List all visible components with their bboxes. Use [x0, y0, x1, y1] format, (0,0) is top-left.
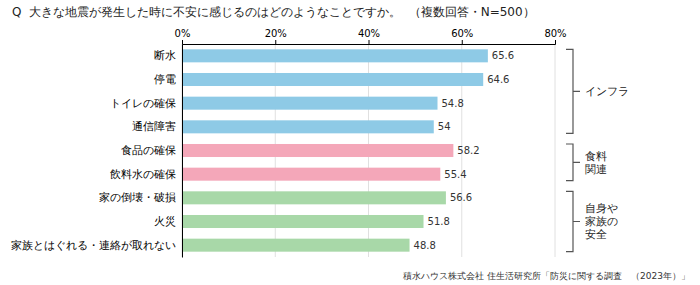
data-label: 65.6 — [492, 50, 514, 61]
bar — [182, 191, 446, 204]
bracket-line — [566, 144, 580, 181]
x-tick-mark — [275, 40, 276, 44]
grid-line — [555, 44, 556, 257]
y-tick-label: 通信障害 — [132, 120, 176, 133]
y-axis: 断水停電トイレの確保通信障害食品の確保飲料水の確保家の倒壊・破損火災家族とはぐれ… — [11, 45, 183, 258]
source: 積水ハウス株式会社 住生活研究所「防災に関する調査 （2023年）」 — [403, 271, 690, 281]
grid-line — [182, 44, 183, 257]
grid — [182, 44, 555, 257]
bar — [182, 120, 434, 133]
data-label: 54 — [438, 121, 451, 132]
x-tick-mark — [182, 40, 183, 44]
data-label: 64.6 — [487, 74, 509, 85]
group-label: インフラ — [585, 85, 629, 98]
y-tick-label: 家の倒壊・破損 — [99, 191, 176, 204]
group-label-line: インフラ — [585, 85, 629, 98]
y-tick-label: 家族とはぐれる・連絡が取れない — [11, 239, 176, 252]
bars — [182, 49, 488, 251]
bar — [182, 239, 410, 252]
x-tick-label: 40% — [358, 28, 380, 39]
bar — [182, 215, 424, 228]
group-label-line: 食料 — [585, 150, 607, 163]
bar — [182, 144, 453, 157]
y-tick: 家の倒壊・破損 — [99, 191, 182, 204]
x-tick: 0% — [175, 28, 191, 44]
y-tick-label: 断水 — [154, 49, 176, 62]
x-tick: 80% — [544, 28, 566, 44]
y-tick: 食品の確保 — [121, 144, 182, 157]
y-tick: トイレの確保 — [110, 97, 182, 110]
y-tick: 家族とはぐれる・連絡が取れない — [11, 239, 182, 252]
y-tick-label: 飲料水の確保 — [110, 168, 176, 181]
bar — [182, 168, 440, 181]
bar — [182, 73, 483, 86]
data-label: 56.6 — [450, 192, 472, 203]
x-tick-label: 20% — [265, 28, 287, 39]
bar — [182, 49, 488, 62]
x-axis: 0% 20% 40% 60% 80% — [175, 28, 567, 45]
title: Q 大きな地震が発生した時に不安に感じるのはどのようなことですか。 （複数回答・… — [12, 5, 535, 19]
y-tick: 断水 — [154, 49, 182, 62]
y-tick-label: 食品の確保 — [121, 144, 176, 157]
group-label-line: 安全 — [585, 228, 607, 241]
y-tick-label: トイレの確保 — [110, 97, 176, 110]
y-tick-label: 火災 — [154, 215, 176, 228]
group-label: 自身や家族の安全 — [585, 202, 618, 241]
groups: インフラ食料関連自身や家族の安全 — [566, 49, 629, 251]
group-label-line: 関連 — [585, 163, 607, 176]
x-tick-mark — [462, 40, 463, 44]
y-tick: 飲料水の確保 — [110, 168, 182, 181]
group-bracket: 食料関連 — [566, 144, 607, 181]
x-axis-line — [183, 40, 556, 45]
x-tick-label: 80% — [544, 28, 566, 39]
x-tick-mark — [555, 40, 556, 44]
data-label: 51.8 — [428, 216, 450, 227]
y-axis-line — [182, 45, 183, 258]
data-label: 58.2 — [457, 145, 479, 156]
group-bracket: インフラ — [566, 49, 629, 133]
x-tick: 20% — [265, 28, 287, 44]
data-label: 54.8 — [442, 98, 464, 109]
group-label-line: 自身や — [585, 202, 618, 215]
group-label: 食料関連 — [585, 150, 607, 176]
plot: 65.6 64.6 54.8 54 58.2 55.4 56.6 51.8 48.8 0% 20% 4… — [11, 28, 629, 258]
y-tick: 停電 — [154, 73, 182, 86]
y-tick-label: 停電 — [154, 73, 176, 86]
bar — [182, 97, 438, 110]
x-tick-label: 0% — [175, 28, 191, 39]
data-label: 48.8 — [414, 240, 436, 251]
group-bracket: 自身や家族の安全 — [566, 191, 618, 251]
x-tick-mark — [369, 40, 370, 44]
y-tick: 通信障害 — [132, 120, 182, 133]
y-tick: 火災 — [154, 215, 182, 228]
bracket-line — [566, 49, 580, 133]
data-label: 55.4 — [444, 169, 466, 180]
x-tick: 40% — [358, 28, 380, 44]
group-label-line: 家族の — [585, 215, 618, 228]
x-tick-label: 60% — [451, 28, 473, 39]
bracket-line — [566, 191, 580, 251]
chart: Q 大きな地震が発生した時に不安に感じるのはどのようなことですか。 （複数回答・… — [0, 0, 700, 285]
x-tick: 60% — [451, 28, 473, 44]
data-labels: 65.6 64.6 54.8 54 58.2 55.4 56.6 51.8 48.8 — [414, 50, 515, 250]
